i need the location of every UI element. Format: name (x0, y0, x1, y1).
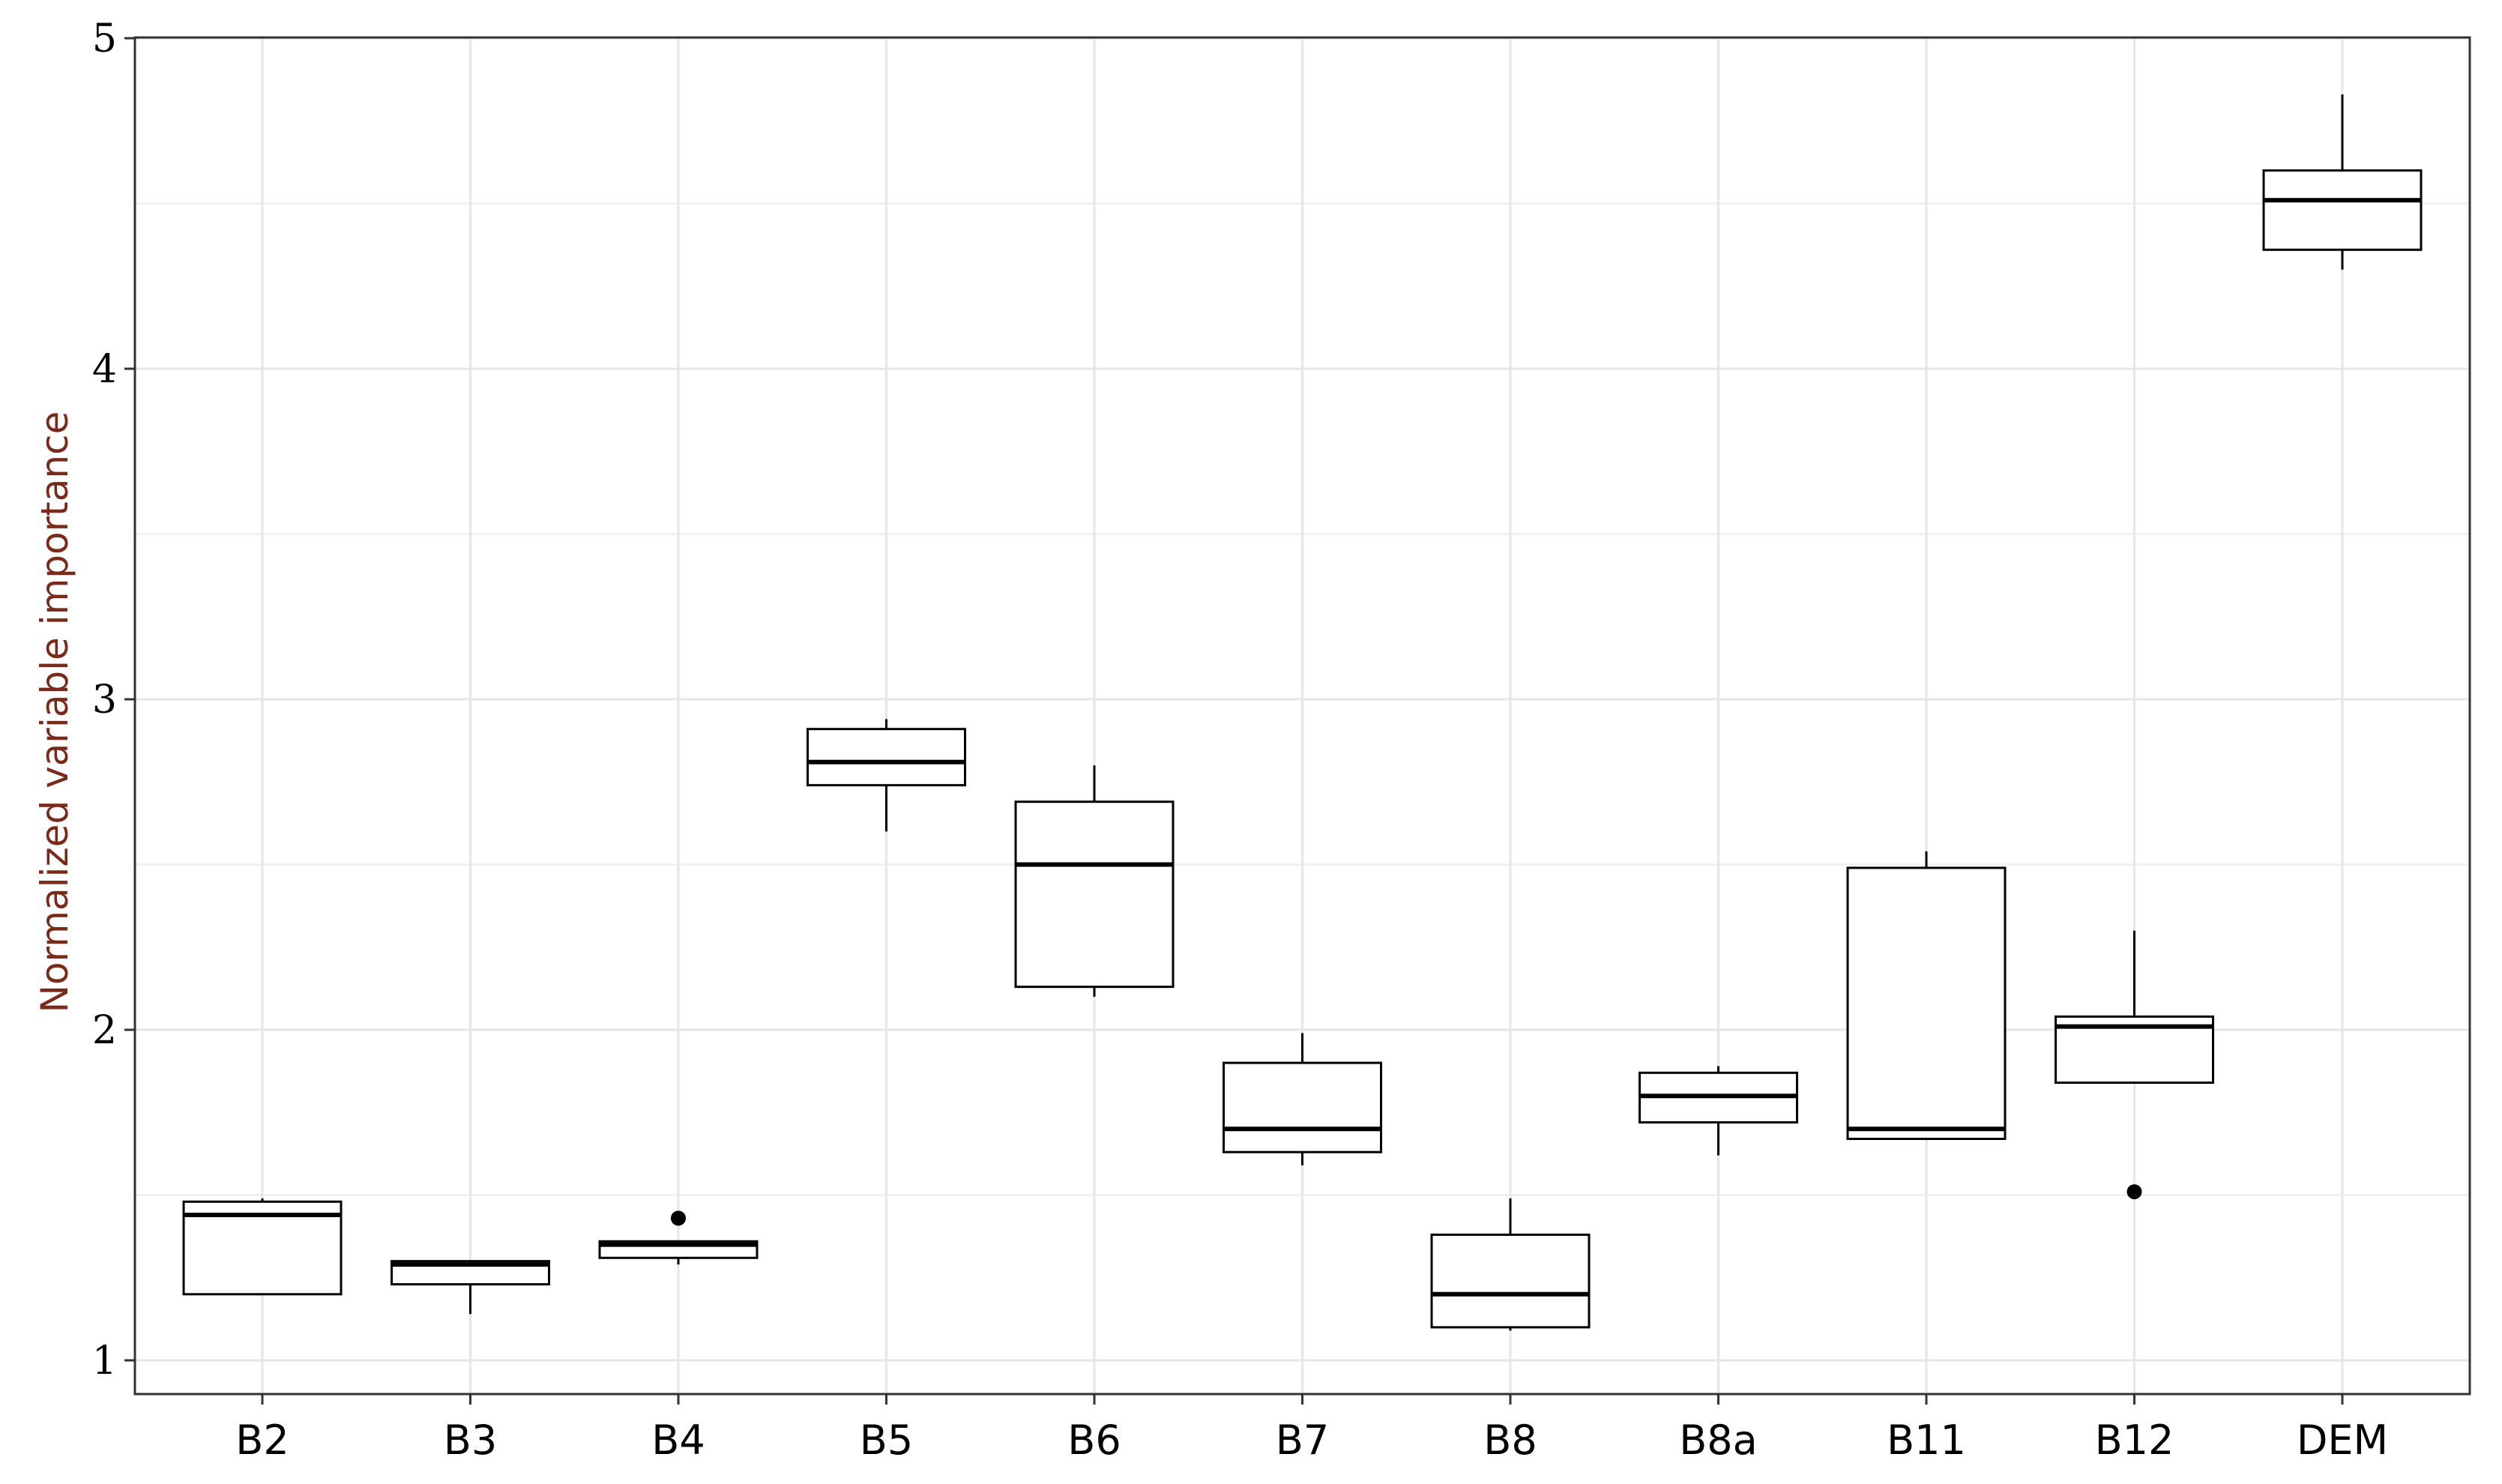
x-tick-label-b8a: B8a (1679, 1417, 1758, 1464)
outlier-point (2126, 1184, 2142, 1200)
box-iqr (1014, 800, 1175, 989)
y-axis: 1 2 3 4 5 (92, 16, 135, 1384)
box-b7 (1223, 1033, 1382, 1165)
box-b3 (391, 1260, 550, 1315)
box-iqr (2262, 169, 2423, 251)
x-tick-label-b4: B4 (651, 1417, 705, 1464)
box-layer (182, 94, 2423, 1331)
x-tick-label-b6: B6 (1067, 1417, 1121, 1464)
box-iqr (1846, 866, 2007, 1141)
box-b8a (1639, 1066, 1798, 1156)
box-b6 (1014, 765, 1175, 997)
x-tick-label-b2: B2 (235, 1417, 289, 1464)
y-axis-title: Normalized variable importance (33, 411, 76, 1013)
outlier-point (671, 1210, 686, 1226)
box-b8 (1430, 1198, 1591, 1331)
box-iqr (807, 728, 966, 787)
x-tick-label-b11: B11 (1887, 1417, 1966, 1464)
y-tick-label: 5 (92, 16, 117, 61)
grid-layer (135, 37, 2470, 1394)
box-b11 (1846, 851, 2007, 1141)
y-tick-label: 1 (92, 1339, 117, 1384)
y-tick-label: 2 (92, 1008, 117, 1053)
box-b2 (182, 1198, 343, 1296)
x-tick-label-b3: B3 (444, 1417, 497, 1464)
y-tick-label: 4 (92, 347, 117, 392)
box-b4 (598, 1210, 759, 1265)
x-tick-label-b12: B12 (2095, 1417, 2174, 1464)
box-b5 (807, 719, 966, 832)
box-iqr (1430, 1233, 1591, 1329)
y-tick-label: 3 (92, 678, 117, 723)
x-tick-label-b7: B7 (1276, 1417, 1329, 1464)
box-iqr (1223, 1061, 1382, 1153)
x-tick-label-b8: B8 (1483, 1417, 1537, 1464)
x-axis: B2 B3 B4 B5 B6 B7 B8 B8a B11 B12 DEM (235, 1394, 2388, 1464)
x-tick-label-b5: B5 (860, 1417, 913, 1464)
box-dem (2262, 94, 2423, 270)
box-b12 (2055, 930, 2214, 1200)
x-tick-label-dem: DEM (2297, 1417, 2388, 1464)
